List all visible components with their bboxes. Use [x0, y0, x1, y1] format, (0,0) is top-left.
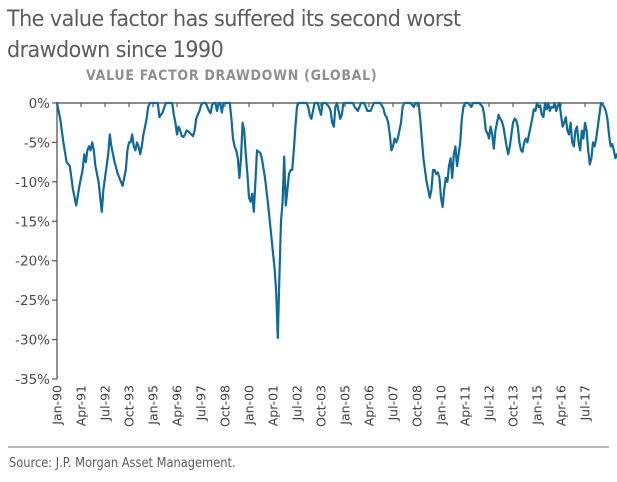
series-group [55, 101, 617, 340]
y-tick-label: -20% [15, 254, 50, 270]
x-tick-label: Oct-93 [122, 385, 137, 427]
footer-divider [8, 446, 609, 448]
x-tick-label: Apr-06 [362, 385, 377, 426]
x-tick-label: Jul-02 [290, 385, 305, 422]
y-tick-label: -35% [15, 372, 50, 388]
chart-subtitle: VALUE FACTOR DRAWDOWN (GLOBAL) [86, 68, 378, 84]
drawdown-chart: 0% -5% -10% -15% -20% -25% -30% -35% Jan-90 Apr-… [15, 96, 617, 427]
x-tick-label: Jan-05 [338, 385, 353, 426]
x-tick-label: Oct-13 [506, 385, 521, 427]
x-tick-label: Jul-07 [386, 385, 401, 422]
y-tick-label: 0% [29, 96, 51, 112]
x-tick-label: Jan-90 [50, 385, 65, 426]
x-tick-label: Apr-11 [458, 385, 473, 426]
x-axis: Jan-90 Apr-91 Jul-92 Oct-93 Jan-95 Apr-96 Jul-… [50, 102, 604, 427]
x-tick-label: Apr-96 [170, 385, 185, 426]
x-tick-label: Jan-15 [530, 385, 545, 426]
x-tick-label: Jan-95 [146, 385, 161, 426]
x-tick-label: Apr-16 [554, 385, 569, 426]
y-tick-label: -30% [15, 333, 50, 349]
x-tick-label: Jul-97 [194, 385, 209, 422]
y-tick-label: -10% [15, 175, 50, 191]
x-tick-label: Oct-08 [410, 385, 425, 427]
y-tick-label: -5% [24, 135, 50, 151]
y-axis: 0% -5% -10% -15% -20% -25% -30% -35% [15, 96, 58, 388]
x-tick-label: Oct-98 [218, 385, 233, 427]
source-note: Source: J.P. Morgan Asset Management. [9, 456, 236, 471]
y-tick-label: -25% [15, 293, 50, 309]
x-tick-label: Oct-03 [314, 385, 329, 427]
x-tick-label: Jul-92 [98, 385, 113, 422]
x-tick-label: Jan-00 [242, 385, 257, 426]
x-tick-label: Apr-01 [266, 385, 281, 426]
x-tick-label: Apr-91 [74, 385, 89, 426]
y-tick-label: -15% [15, 214, 50, 230]
x-tick-label: Jan-10 [434, 385, 449, 426]
series-line-0 [55, 101, 617, 340]
chart-title: The value factor has suffered its second… [7, 6, 461, 63]
x-tick-label: Jul-17 [578, 385, 593, 422]
x-tick-label: Jul-12 [482, 385, 497, 422]
